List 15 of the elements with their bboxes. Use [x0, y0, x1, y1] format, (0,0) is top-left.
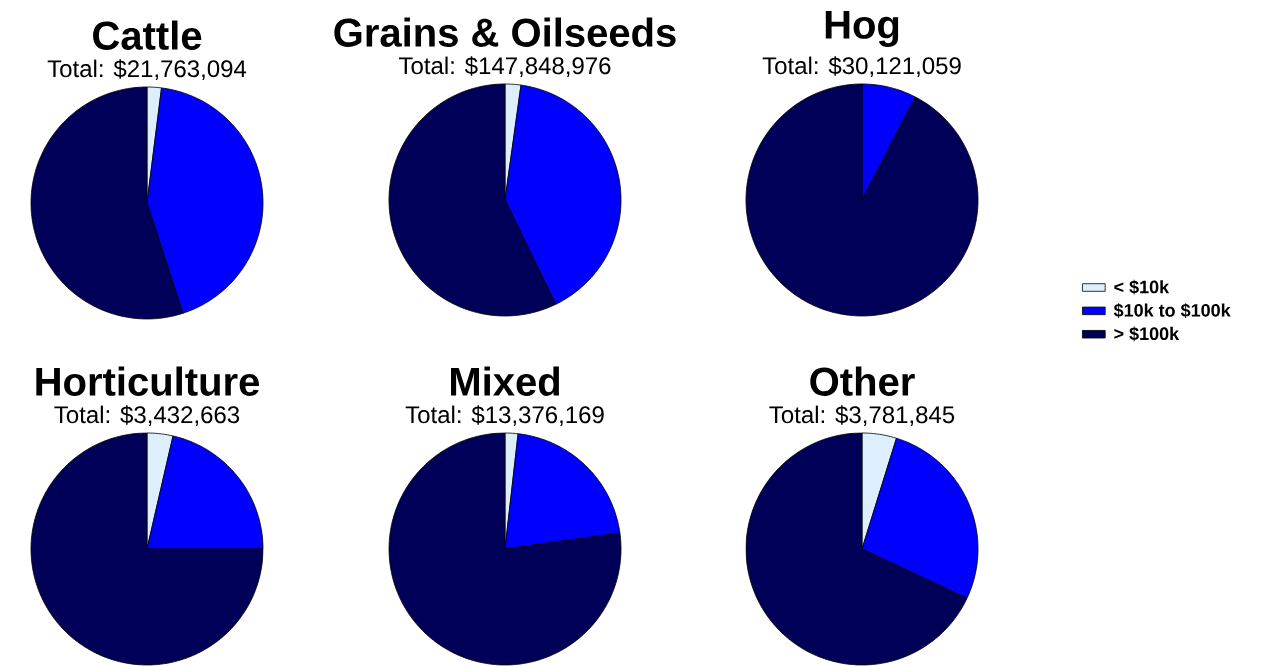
chart-title: Cattle [93, 20, 202, 50]
legend-label: $10k to $100k [1113, 303, 1231, 318]
chart-title: Grains & Oilseeds [334, 17, 676, 47]
chart-subtitle: Total: $30,121,059 [762, 56, 961, 78]
chart-subtitle: Total: $147,848,976 [399, 56, 611, 78]
chart-subtitle: Total: $3,432,663 [54, 405, 240, 427]
chart-subtitle: Total: $3,781,845 [769, 405, 955, 427]
chart-subtitle: Total: $13,376,169 [405, 405, 604, 427]
chart-title: Other [810, 366, 915, 396]
legend-label: < $10k [1114, 279, 1170, 295]
chart-title: Mixed [451, 366, 560, 396]
chart-subtitle: Total: $21,763,094 [47, 59, 247, 81]
chart-title: Hog [825, 10, 899, 47]
chart-title: Horticulture [36, 366, 259, 396]
legend-label: > $100k [1114, 326, 1180, 342]
